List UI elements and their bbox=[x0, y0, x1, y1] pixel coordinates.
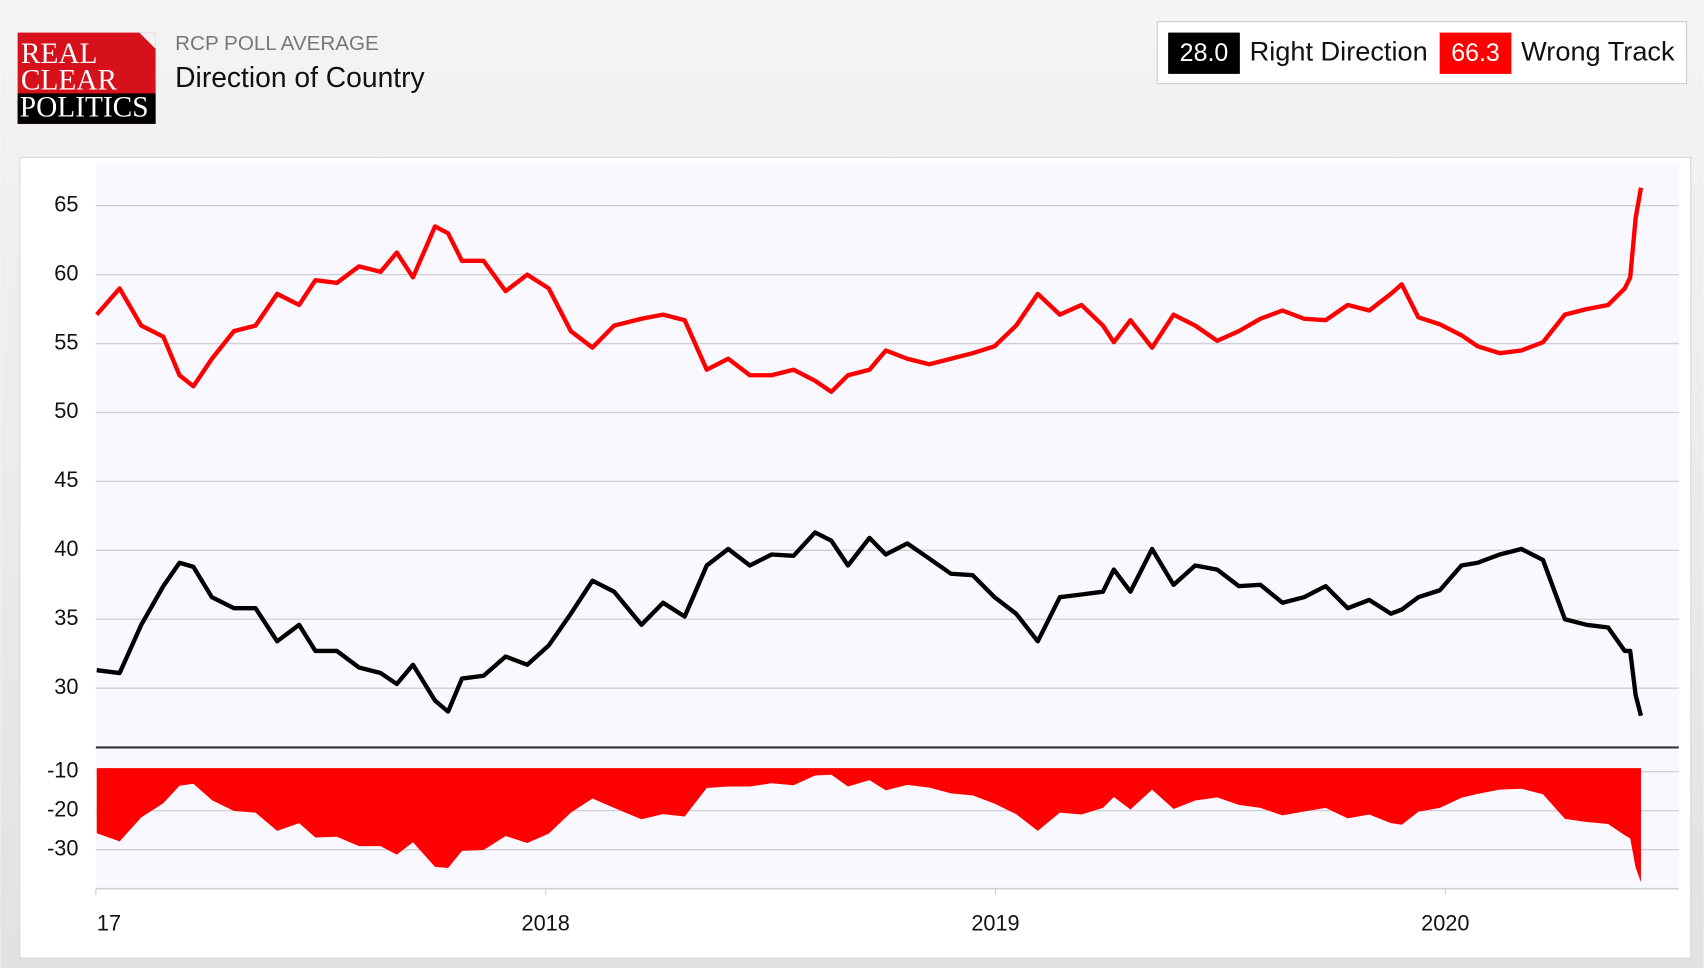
y-tick-label: 45 bbox=[54, 467, 78, 492]
y-tick-label: 30 bbox=[54, 674, 78, 699]
plot-area bbox=[95, 162, 1679, 889]
logo-band bbox=[17, 93, 156, 124]
series-line bbox=[95, 187, 1644, 394]
legend-label: Wrong Track bbox=[1521, 35, 1675, 66]
legend: 28.0 Right Direction 66.3 Wrong Track bbox=[1156, 21, 1688, 85]
legend-label: Right Direction bbox=[1250, 35, 1428, 66]
logo-text: REAL bbox=[21, 38, 98, 70]
legend-value: 28.0 bbox=[1180, 39, 1229, 67]
x-tick-label: 2019 bbox=[971, 910, 1019, 935]
y-tick-label: 65 bbox=[54, 191, 78, 216]
legend-box bbox=[1156, 21, 1688, 85]
logo: REAL CLEAR POLITICS bbox=[17, 32, 156, 124]
y-tick-label: 50 bbox=[54, 398, 78, 423]
x-tick-label: 17 bbox=[97, 910, 121, 935]
y-tick-label: 55 bbox=[54, 329, 78, 354]
spread-area bbox=[96, 768, 1641, 883]
kicker: RCP POLL AVERAGE bbox=[175, 32, 379, 55]
legend-swatch bbox=[1168, 32, 1240, 74]
y-tick-label: 60 bbox=[54, 260, 78, 285]
y-tick-label: 40 bbox=[54, 536, 78, 561]
y-tick-label: -30 bbox=[47, 835, 78, 860]
y-tick-label: -10 bbox=[47, 757, 78, 782]
y-tick-label: -20 bbox=[47, 796, 78, 821]
logo-text: POLITICS bbox=[20, 91, 149, 123]
logo-text: CLEAR bbox=[21, 64, 118, 96]
x-tick-label: 2020 bbox=[1421, 910, 1469, 935]
chart-title: Direction of Country bbox=[175, 61, 425, 93]
series-line bbox=[96, 530, 1644, 717]
x-tick-label: 2018 bbox=[522, 910, 570, 935]
legend-value: 66.3 bbox=[1451, 39, 1500, 67]
y-tick-label: 35 bbox=[54, 605, 78, 630]
legend-swatch bbox=[1439, 32, 1512, 74]
